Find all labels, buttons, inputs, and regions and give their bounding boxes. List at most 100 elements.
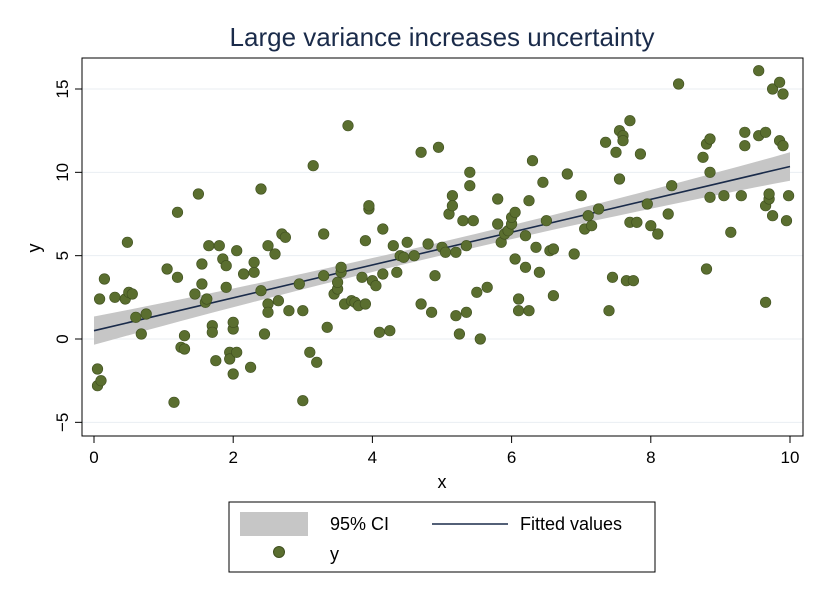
x-tick-label: 6 bbox=[507, 448, 516, 467]
data-point bbox=[429, 270, 441, 282]
data-point bbox=[471, 286, 483, 298]
data-point bbox=[210, 355, 222, 367]
data-point bbox=[373, 326, 386, 338]
data-point bbox=[641, 198, 653, 210]
data-point bbox=[178, 343, 191, 355]
data-point bbox=[203, 240, 215, 252]
data-point bbox=[248, 256, 260, 268]
data-point bbox=[98, 273, 110, 285]
data-point bbox=[537, 176, 549, 188]
data-point bbox=[135, 328, 147, 340]
data-point bbox=[603, 305, 615, 317]
data-point bbox=[697, 151, 709, 163]
x-tick-label: 4 bbox=[368, 448, 377, 467]
data-point bbox=[561, 168, 573, 180]
data-point bbox=[359, 298, 372, 310]
data-point bbox=[735, 190, 747, 202]
data-point bbox=[509, 253, 521, 265]
data-point bbox=[624, 115, 636, 127]
data-point bbox=[585, 220, 598, 232]
data-point bbox=[523, 195, 535, 207]
data-point bbox=[766, 83, 779, 95]
data-point bbox=[363, 200, 375, 212]
data-point bbox=[613, 173, 626, 185]
y-axis-ticks: −5 0 5 10 15 bbox=[53, 80, 82, 432]
data-point bbox=[766, 210, 779, 222]
data-point bbox=[401, 236, 413, 248]
legend-point-swatch bbox=[273, 546, 285, 558]
data-point bbox=[662, 208, 674, 220]
data-point bbox=[704, 191, 716, 203]
data-point bbox=[283, 305, 295, 317]
legend-ci-label: 95% CI bbox=[330, 514, 389, 534]
y-tick-label: 15 bbox=[53, 80, 72, 99]
data-point bbox=[248, 266, 260, 278]
data-point bbox=[481, 281, 493, 293]
data-point bbox=[725, 226, 737, 238]
data-point bbox=[704, 166, 716, 178]
data-point bbox=[227, 316, 239, 328]
data-point bbox=[672, 78, 685, 90]
data-point bbox=[311, 356, 323, 368]
data-point bbox=[617, 135, 629, 147]
data-point bbox=[460, 306, 473, 318]
data-point bbox=[547, 243, 560, 255]
data-point bbox=[753, 65, 765, 77]
data-point bbox=[666, 180, 678, 192]
data-point bbox=[342, 120, 354, 132]
data-point bbox=[262, 240, 274, 252]
data-point bbox=[773, 76, 786, 88]
data-point bbox=[582, 210, 594, 222]
data-point bbox=[652, 228, 664, 240]
data-point bbox=[318, 270, 330, 282]
data-point bbox=[526, 155, 539, 167]
data-point bbox=[415, 146, 427, 158]
data-point bbox=[446, 200, 459, 212]
data-point bbox=[220, 260, 232, 272]
data-point bbox=[318, 228, 330, 240]
data-point bbox=[356, 271, 368, 283]
data-point bbox=[262, 306, 274, 318]
data-point bbox=[432, 141, 445, 153]
data-point bbox=[530, 241, 542, 253]
data-point bbox=[599, 136, 612, 148]
data-point bbox=[700, 263, 713, 275]
data-point bbox=[238, 268, 250, 280]
data-point bbox=[140, 308, 152, 320]
x-axis-label: x bbox=[438, 472, 447, 492]
x-axis-ticks: 0 2 4 6 8 10 bbox=[89, 436, 799, 467]
data-point bbox=[512, 305, 525, 317]
data-point bbox=[492, 193, 504, 205]
data-point bbox=[450, 246, 462, 258]
x-tick-label: 10 bbox=[781, 448, 800, 467]
chart-title: Large variance increases uncertainty bbox=[230, 22, 655, 52]
data-point bbox=[759, 296, 772, 308]
data-point bbox=[231, 346, 243, 358]
data-point bbox=[415, 298, 427, 310]
data-point bbox=[519, 261, 532, 273]
data-point bbox=[492, 218, 504, 230]
data-point bbox=[634, 148, 647, 160]
data-point bbox=[255, 183, 267, 195]
data-point bbox=[377, 223, 389, 235]
data-point bbox=[245, 361, 257, 373]
data-point bbox=[782, 190, 795, 202]
x-tick-label: 0 bbox=[89, 448, 98, 467]
data-point bbox=[332, 276, 344, 288]
data-point bbox=[464, 180, 476, 192]
data-point bbox=[704, 133, 716, 145]
scatter-points bbox=[91, 65, 795, 408]
y-tick-label: 10 bbox=[53, 163, 72, 182]
data-point bbox=[279, 231, 292, 243]
data-point bbox=[359, 235, 372, 247]
data-point bbox=[109, 291, 121, 303]
data-point bbox=[547, 290, 560, 302]
data-point bbox=[213, 240, 225, 252]
data-point bbox=[439, 246, 452, 258]
legend-fit-label: Fitted values bbox=[520, 514, 622, 534]
data-point bbox=[453, 328, 466, 340]
data-point bbox=[126, 288, 138, 300]
data-point bbox=[201, 293, 213, 305]
data-point bbox=[509, 206, 521, 218]
